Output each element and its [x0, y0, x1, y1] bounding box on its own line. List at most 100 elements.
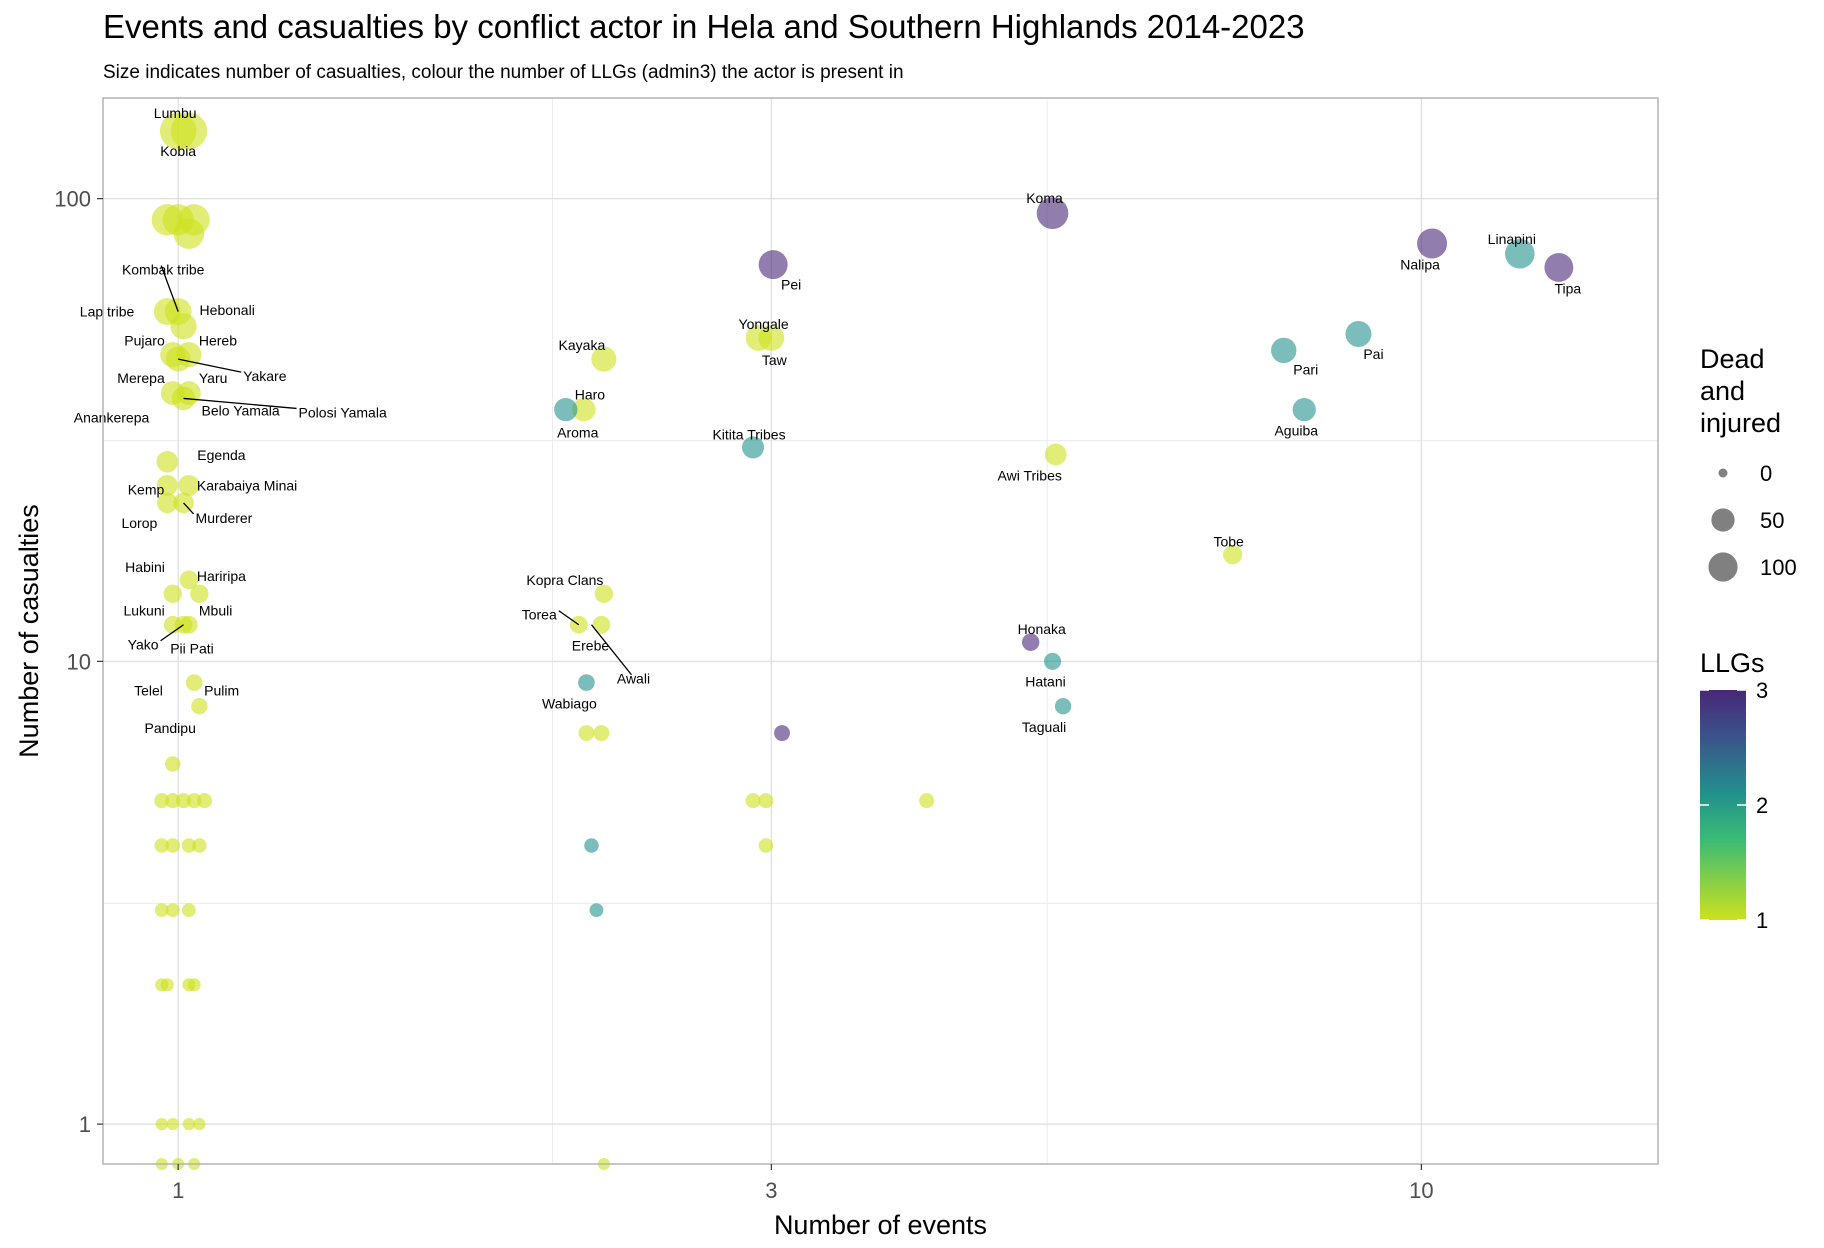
color-legend-label: 2: [1756, 793, 1768, 818]
point-label: Kayaka: [559, 337, 606, 353]
point-label: Kombak tribe: [122, 262, 205, 278]
axes-layer: 1 3 10 1 10 100 Number of events Number of casu…: [14, 97, 1659, 1240]
data-point: [572, 397, 596, 422]
size-legend-label: 0: [1760, 461, 1772, 486]
point-label: Linapini: [1488, 231, 1536, 247]
chart-title: Events and casualties by conflict actor …: [103, 8, 1305, 45]
point-label: Lorop: [121, 515, 157, 531]
data-point: [1292, 397, 1316, 422]
color-legend-label: 3: [1756, 678, 1768, 703]
points-layer: [151, 112, 1574, 1171]
label-leader-line: [183, 397, 297, 410]
data-point: [1417, 228, 1448, 259]
data-point: [758, 325, 785, 351]
data-point: [1271, 337, 1297, 364]
data-point: [193, 1117, 206, 1131]
data-point: [154, 838, 169, 853]
label-leader-line: [160, 624, 184, 642]
data-point: [170, 112, 208, 150]
size-legend-title: and: [1700, 376, 1745, 406]
point-label: Kitita Tribes: [712, 426, 785, 442]
size-legend-key: [1718, 468, 1728, 478]
point-label: Tobe: [1213, 534, 1244, 550]
label-leader-line: [183, 502, 195, 515]
chart-subtitle: Size indicates number of casualties, col…: [103, 62, 904, 83]
data-point: [197, 793, 213, 809]
size-legend-key: [1711, 508, 1735, 532]
data-point: [178, 474, 200, 496]
point-label: Kopra Clans: [526, 572, 603, 588]
data-point: [758, 793, 774, 809]
data-point: [173, 218, 205, 249]
x-tick-label: 1: [172, 1178, 184, 1203]
data-point: [745, 793, 761, 809]
data-point: [181, 838, 197, 853]
data-point: [171, 386, 196, 411]
data-point: [176, 793, 192, 809]
label-leader-line: [178, 358, 242, 373]
data-point: [185, 674, 203, 691]
plot-panel: [103, 98, 1658, 1164]
data-point: [181, 903, 196, 918]
y-tick-label: 100: [54, 187, 91, 212]
data-point: [578, 674, 595, 691]
plot-border: [102, 97, 1659, 1165]
point-label: Awi Tribes: [998, 467, 1062, 483]
point-label: Anankerepa: [74, 409, 150, 425]
x-tick-label: 3: [765, 1178, 777, 1203]
data-point: [584, 838, 599, 853]
data-point: [166, 1117, 179, 1131]
data-point: [165, 903, 180, 918]
data-point: [154, 903, 169, 918]
data-point: [1505, 239, 1535, 269]
point-label: Yaru: [199, 370, 228, 386]
data-point: [554, 397, 578, 422]
data-point: [156, 450, 179, 473]
point-label: Taguali: [1022, 719, 1066, 735]
point-label: Pujaro: [124, 333, 165, 349]
data-point: [758, 250, 788, 280]
data-point: [774, 725, 790, 742]
data-point: [594, 584, 614, 603]
y-tick-label: 1: [79, 1112, 91, 1137]
data-point: [593, 725, 610, 742]
point-label: Polosi Yamala: [299, 404, 387, 420]
data-point: [578, 725, 595, 742]
point-label: Habini: [125, 559, 165, 575]
point-label: Wabiago: [542, 696, 597, 712]
data-point: [157, 492, 178, 514]
data-point: [182, 1117, 196, 1131]
data-point: [163, 584, 182, 603]
data-point: [170, 313, 197, 340]
data-point: [190, 584, 209, 603]
data-point: [1043, 652, 1062, 670]
point-label: Awali: [617, 671, 650, 687]
point-label: Pei: [781, 277, 801, 293]
point-label: Karabaiya Minai: [197, 477, 297, 493]
data-point: [1036, 197, 1069, 230]
data-point: [1345, 320, 1372, 347]
data-point: [179, 570, 199, 590]
size-legend-title: injured: [1700, 408, 1781, 438]
data-point: [160, 978, 174, 992]
data-point: [919, 793, 935, 809]
data-point: [1044, 443, 1067, 466]
point-label: Erebe: [572, 638, 610, 654]
data-point: [758, 838, 774, 853]
point-label: Hariripa: [197, 568, 246, 584]
point-label: Torea: [522, 607, 557, 623]
label-leader-line: [590, 624, 632, 676]
point-label: Kobia: [160, 143, 196, 159]
point-label: Honaka: [1018, 621, 1066, 637]
point-label: Murderer: [196, 510, 253, 526]
point-label: Hatani: [1025, 673, 1065, 689]
x-tick-label: 10: [1409, 1178, 1433, 1203]
label-leader-line: [160, 265, 179, 312]
point-label: Koma: [1026, 190, 1063, 206]
data-point: [589, 903, 604, 918]
point-label: Kemp: [128, 481, 165, 497]
point-label: Egenda: [197, 447, 245, 463]
grid-layer: [103, 98, 1658, 1164]
